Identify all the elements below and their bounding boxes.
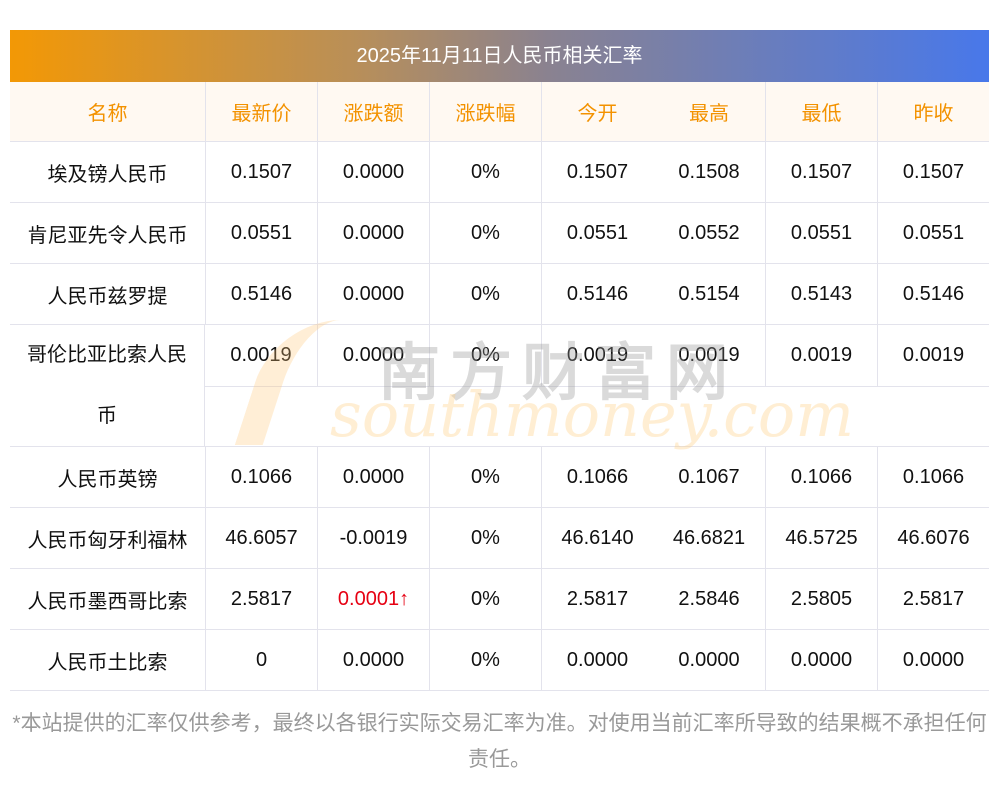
column-header: 最新价 — [205, 82, 317, 141]
table-title: 2025年11月11日人民币相关汇率 — [10, 30, 989, 82]
cell-3: 0% — [429, 203, 541, 263]
currency-name: 哥伦比亚比索人民币 — [27, 343, 187, 427]
column-header: 最低 — [765, 82, 877, 141]
exchange-rate-table: 名称 最新价 涨跌额 涨跌幅 今开 最高 最低 昨收 埃及镑人民币 0.1507 0.0000 0% 0… — [10, 82, 989, 691]
currency-name: 人民币兹罗提 — [47, 285, 168, 308]
column-header: 今开 — [541, 82, 653, 141]
table-row: 人民币匈牙利福林 46.6057 -0.0019 0% 46.6140 46.6821 46… — [10, 508, 989, 569]
table-row: 人民币兹罗提 0.5146 0.0000 0% 0.5146 0.5154 0.5143 0.… — [10, 264, 989, 325]
cell-6: 0.5143 — [765, 264, 877, 324]
cell-3: 0% — [429, 447, 541, 507]
table-header: 名称 最新价 涨跌额 涨跌幅 今开 最高 最低 昨收 — [10, 82, 989, 142]
table-row: 人民币土比索 0 0.0000 0% 0.0000 0.0000 0.0000 0.0000 — [10, 630, 989, 691]
cell-3: 0% — [429, 325, 541, 386]
cell-2: 0.0000 — [317, 142, 429, 202]
currency-name: 肯尼亚先令人民币 — [27, 224, 188, 247]
cell-5: 0.1508 — [678, 160, 740, 183]
cell-2: -0.0019 — [317, 508, 429, 568]
cell-4: 2.5817 — [541, 569, 653, 629]
cell-5: 0.5154 — [678, 282, 740, 305]
cell-4: 0.1507 — [541, 142, 653, 202]
cell-1: 2.5817 — [205, 569, 317, 629]
cell-2: 0.0000 — [317, 325, 429, 386]
cell-1: 0.1507 — [205, 142, 317, 202]
currency-name: 人民币英镑 — [57, 468, 158, 491]
cell-3: 0% — [429, 508, 541, 568]
table-row: 人民币英镑 0.1066 0.0000 0% 0.1066 0.1067 0.1066 0.1… — [10, 447, 989, 508]
cell-2: 0.0001↑ — [317, 569, 429, 629]
cell-5: 0.1067 — [678, 465, 740, 488]
cell-3: 0% — [429, 569, 541, 629]
cell-1: 0.0551 — [205, 203, 317, 263]
cell-1: 0.5146 — [205, 264, 317, 324]
table-row: 埃及镑人民币 0.1507 0.0000 0% 0.1507 0.1508 0.1507 0.… — [10, 142, 989, 203]
table-row: 肯尼亚先令人民币 0.0551 0.0000 0% 0.0551 0.0552 0.0551… — [10, 203, 989, 264]
cell-6: 0.0551 — [765, 203, 877, 263]
cell-7: 46.6076 — [877, 508, 989, 568]
cell-5: 46.6821 — [672, 526, 746, 549]
cell-1: 46.6057 — [205, 508, 317, 568]
cell-6: 0.0019 — [765, 325, 877, 386]
cell-7: 0.0551 — [877, 203, 989, 263]
cell-4: 0.0019 — [541, 325, 653, 386]
cell-5: 0.0019 — [678, 344, 740, 366]
cell-7: 0.1066 — [877, 447, 989, 507]
cell-6: 0.1066 — [765, 447, 877, 507]
cell-1: 0.1066 — [205, 447, 317, 507]
currency-name: 埃及镑人民币 — [47, 163, 168, 186]
cell-7: 0.5146 — [877, 264, 989, 324]
cell-5: 2.5846 — [678, 587, 740, 610]
cell-5: 0.0000 — [678, 648, 740, 671]
cell-1: 0 — [205, 630, 317, 690]
cell-3: 0% — [429, 630, 541, 690]
cell-7: 2.5817 — [877, 569, 989, 629]
cell-4: 46.6140 — [541, 508, 653, 568]
cell-6: 46.5725 — [765, 508, 877, 568]
cell-2: 0.0000 — [317, 264, 429, 324]
cell-5: 0.0552 — [678, 221, 740, 244]
cell-3: 0% — [429, 142, 541, 202]
cell-1: 0.0019 — [230, 344, 292, 366]
table-row: 人民币墨西哥比索 2.5817 0.0001↑ 0% 2.5817 2.5846 2.580… — [10, 569, 989, 630]
cell-7: 0.0019 — [877, 325, 989, 386]
cell-7: 0.1507 — [877, 142, 989, 202]
cell-6: 0.0000 — [765, 630, 877, 690]
cell-7: 0.0000 — [877, 630, 989, 690]
cell-2: 0.0000 — [317, 203, 429, 263]
column-header: 昨收 — [877, 82, 989, 141]
column-header: 名称 — [87, 103, 128, 125]
currency-name: 人民币墨西哥比索 — [27, 590, 188, 613]
cell-3: 0% — [429, 264, 541, 324]
cell-2: 0.0000 — [317, 447, 429, 507]
column-header: 涨跌额 — [317, 82, 429, 141]
currency-name: 人民币土比索 — [47, 651, 168, 674]
cell-4: 0.0000 — [541, 630, 653, 690]
column-header: 最高 — [689, 103, 729, 125]
cell-2: 0.0000 — [317, 630, 429, 690]
disclaimer-note: *本站提供的汇率仅供参考，最终以各银行实际交易汇率为准。对使用当前汇率所导致的结… — [12, 712, 987, 771]
table-row: 哥伦比亚比索人民币 0.0019 0.0000 0% 0.0019 0.0019 0.001… — [10, 325, 989, 447]
cell-6: 0.1507 — [765, 142, 877, 202]
column-header: 涨跌幅 — [429, 82, 541, 141]
cell-4: 0.0551 — [541, 203, 653, 263]
cell-6: 2.5805 — [765, 569, 877, 629]
cell-4: 0.1066 — [541, 447, 653, 507]
cell-4: 0.5146 — [541, 264, 653, 324]
currency-name: 人民币匈牙利福林 — [27, 529, 188, 552]
